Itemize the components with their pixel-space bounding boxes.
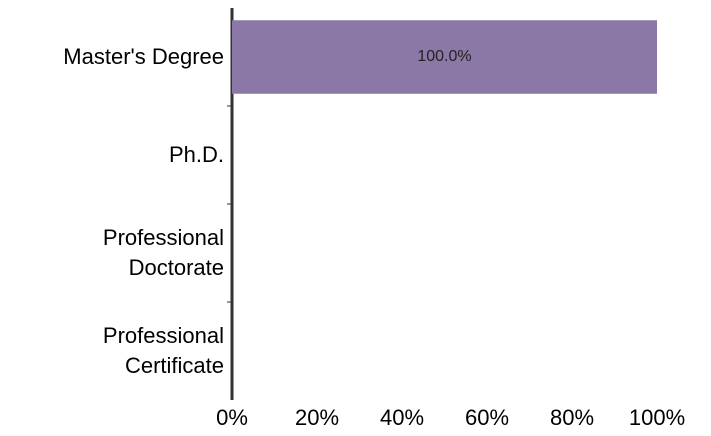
- x-tick-label: 0%: [216, 405, 248, 430]
- x-tick-label: 100%: [629, 405, 685, 430]
- value-label: 100.0%: [417, 48, 471, 65]
- x-tick-label: 20%: [295, 405, 339, 430]
- bar: [232, 20, 657, 94]
- x-tick-label: 40%: [380, 405, 424, 430]
- y-tick-label: Master's Degree: [63, 44, 224, 69]
- y-tick-label: Ph.D.: [169, 142, 224, 167]
- y-tick-label: Professional Doctorate: [103, 225, 224, 280]
- y-tick-label: Professional Certificate: [103, 323, 224, 378]
- x-tick-label: 80%: [550, 405, 594, 430]
- x-tick-label: 60%: [465, 405, 509, 430]
